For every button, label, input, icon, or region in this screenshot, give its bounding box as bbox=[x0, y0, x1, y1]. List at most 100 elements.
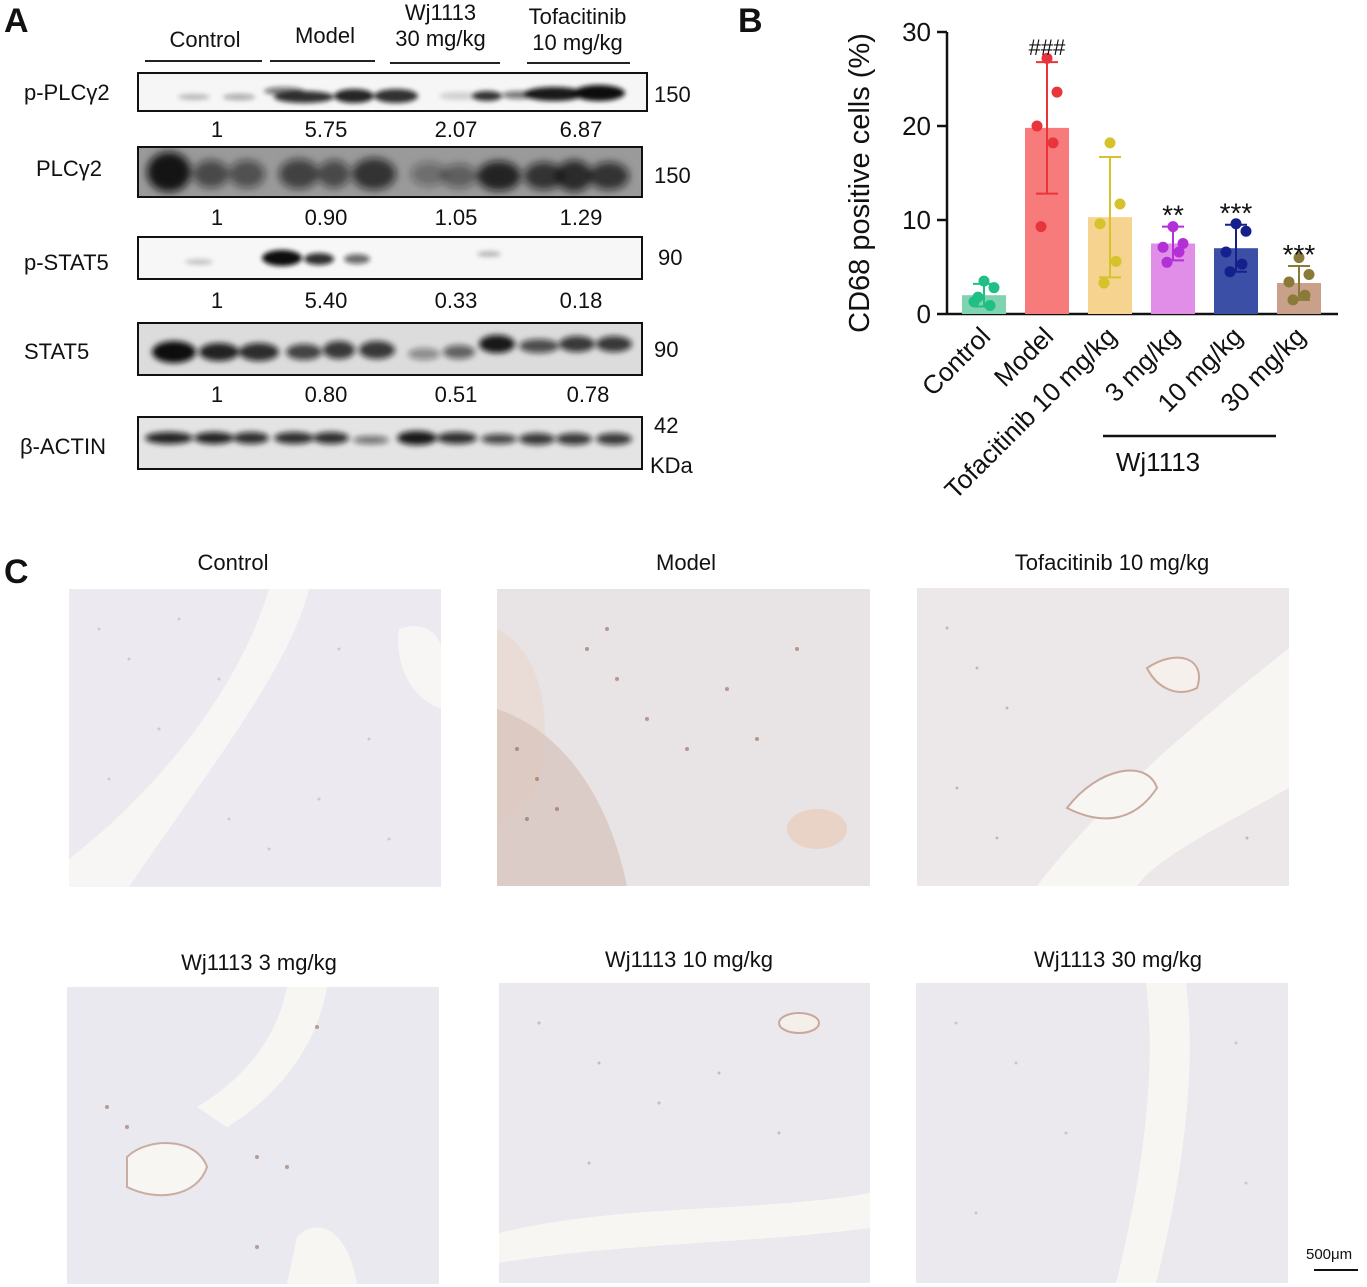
group-label-wj1113: Wj1113 30 mg/kg bbox=[383, 0, 498, 52]
y-tick-label: 30 bbox=[902, 17, 931, 47]
data-point-3-3 bbox=[1173, 246, 1185, 258]
data-point-5-3 bbox=[1299, 289, 1311, 301]
data-point-1-0 bbox=[1041, 52, 1053, 64]
ihc-title-wj-30: Wj1113 30 mg/kg bbox=[1034, 947, 1202, 972]
data-point-3-2 bbox=[1157, 241, 1169, 253]
ihc-title-wj-10: Wj1113 10 mg/kg bbox=[605, 947, 773, 972]
ihc-image-control bbox=[69, 589, 441, 887]
data-point-5-1 bbox=[1303, 269, 1315, 281]
quant-p-plcg2-wj1113: 2.07 bbox=[434, 117, 478, 142]
kda-unit: KDa bbox=[650, 453, 693, 478]
kda-p-plcg2: 150 bbox=[654, 82, 691, 107]
blot-label-p-plcg2: p-PLCγ2 bbox=[24, 80, 110, 105]
group-label-tofacitinib: Tofacitinib 10 mg/kg bbox=[515, 4, 640, 56]
y-axis-label: CD68 positive cells (%) bbox=[844, 33, 876, 333]
wj1113-group-label: Wj1113 bbox=[1116, 447, 1200, 477]
blot-label-p-stat5: p-STAT5 bbox=[24, 250, 109, 275]
kda-beta-actin: 42 bbox=[654, 413, 679, 438]
blot-p-stat5 bbox=[137, 236, 643, 280]
data-point-2-2 bbox=[1094, 218, 1106, 230]
ihc-title-model: Model bbox=[656, 550, 716, 575]
panel-b-letter: B bbox=[738, 2, 763, 40]
quant-p-plcg2-tofacitinib: 6.87 bbox=[559, 117, 603, 142]
blot-stat5 bbox=[137, 322, 643, 376]
ihc-title-wj-3: Wj1113 3 mg/kg bbox=[181, 950, 337, 975]
ihc-image-wj-3 bbox=[67, 987, 439, 1284]
quant-p-stat5-control: 1 bbox=[210, 288, 224, 313]
kda-p-stat5: 90 bbox=[658, 245, 683, 270]
data-point-2-1 bbox=[1114, 198, 1126, 210]
quant-p-plcg2-control: 1 bbox=[210, 117, 224, 142]
quant-stat5-model: 0.80 bbox=[304, 382, 348, 407]
blot-label-plcg2: PLCγ2 bbox=[36, 156, 103, 181]
data-point-0-4 bbox=[972, 291, 984, 303]
group-label-control-text: Control bbox=[169, 27, 241, 52]
group-underline-control bbox=[145, 60, 262, 62]
group-label-tofacitinib-line2: 10 mg/kg bbox=[532, 30, 623, 55]
ihc-title-control: Control bbox=[197, 550, 269, 575]
group-label-control: Control bbox=[145, 27, 265, 53]
y-tick-label: 10 bbox=[902, 205, 931, 235]
quant-plcg2-model: 0.90 bbox=[304, 205, 348, 230]
scale-bar-line bbox=[1314, 1269, 1358, 1271]
blot-plcg2 bbox=[137, 146, 643, 198]
significance-annotation-4: *** bbox=[1220, 198, 1253, 229]
data-point-5-2 bbox=[1283, 276, 1295, 288]
blot-p-plcg2 bbox=[137, 72, 648, 112]
quant-plcg2-control: 1 bbox=[210, 205, 224, 230]
quant-p-stat5-model: 5.40 bbox=[304, 288, 348, 313]
quant-p-stat5-tofacitinib: 0.18 bbox=[559, 288, 603, 313]
x-tick-label-0: Control bbox=[916, 321, 996, 401]
blot-label-beta-actin: β-ACTIN bbox=[20, 434, 106, 459]
quant-plcg2-wj1113: 1.05 bbox=[434, 205, 478, 230]
data-point-3-0 bbox=[1167, 221, 1179, 233]
quant-plcg2-tofacitinib: 1.29 bbox=[559, 205, 603, 230]
y-tick-label: 20 bbox=[902, 111, 931, 141]
ihc-image-tofacitinib bbox=[917, 588, 1289, 886]
data-point-4-1 bbox=[1240, 225, 1252, 237]
panel-c-letter: C bbox=[4, 553, 29, 591]
data-point-1-2 bbox=[1031, 120, 1043, 132]
quant-p-plcg2-model: 5.75 bbox=[304, 117, 348, 142]
quant-stat5-wj1113: 0.51 bbox=[434, 382, 478, 407]
data-point-1-3 bbox=[1047, 137, 1059, 149]
scale-bar-label: 500μm bbox=[1306, 1246, 1353, 1263]
group-underline-tofacitinib bbox=[527, 62, 630, 64]
quant-stat5-tofacitinib: 0.78 bbox=[566, 382, 610, 407]
data-point-4-3 bbox=[1236, 258, 1248, 270]
data-point-4-0 bbox=[1230, 218, 1242, 230]
data-point-5-4 bbox=[1287, 294, 1299, 306]
significance-annotation-3: ** bbox=[1162, 200, 1184, 231]
data-point-0-0 bbox=[978, 275, 990, 287]
data-point-5-0 bbox=[1293, 252, 1305, 264]
blot-label-stat5: STAT5 bbox=[24, 339, 90, 364]
cd68-bar-chart: 0 10 20 30 CD68 positive cells (%) Control ###… bbox=[844, 17, 1338, 505]
panel-a-letter: A bbox=[4, 2, 29, 40]
group-underline-model bbox=[270, 60, 375, 62]
significance-annotation-1: ### bbox=[1029, 35, 1066, 60]
data-point-2-0 bbox=[1104, 137, 1116, 149]
group-label-tofacitinib-line1: Tofacitinib bbox=[528, 4, 627, 29]
ihc-title-tofacitinib: Tofacitinib 10 mg/kg bbox=[1014, 550, 1210, 575]
ihc-image-wj-10 bbox=[499, 983, 870, 1283]
significance-annotation-5: *** bbox=[1283, 239, 1316, 270]
data-point-1-4 bbox=[1035, 221, 1047, 233]
quant-p-stat5-wj1113: 0.33 bbox=[434, 288, 478, 313]
group-label-wj1113-line1: Wj1113 bbox=[404, 0, 477, 25]
kda-stat5: 90 bbox=[654, 337, 679, 362]
group-label-wj1113-line2: 30 mg/kg bbox=[395, 26, 486, 51]
data-point-2-4 bbox=[1098, 277, 1110, 289]
kda-plcg2: 150 bbox=[654, 163, 691, 188]
y-tick-label: 0 bbox=[917, 299, 931, 329]
ihc-image-wj-30 bbox=[916, 983, 1288, 1283]
data-point-2-3 bbox=[1110, 255, 1122, 267]
data-point-1-1 bbox=[1051, 86, 1063, 98]
group-label-model-text: Model bbox=[295, 23, 355, 48]
data-point-3-1 bbox=[1177, 238, 1189, 249]
data-point-0-3 bbox=[984, 300, 996, 312]
group-underline-wj1113 bbox=[390, 62, 500, 64]
quant-stat5-control: 1 bbox=[210, 382, 224, 407]
blot-beta-actin bbox=[137, 416, 643, 470]
data-point-4-4 bbox=[1224, 266, 1236, 278]
data-point-4-2 bbox=[1220, 246, 1232, 258]
